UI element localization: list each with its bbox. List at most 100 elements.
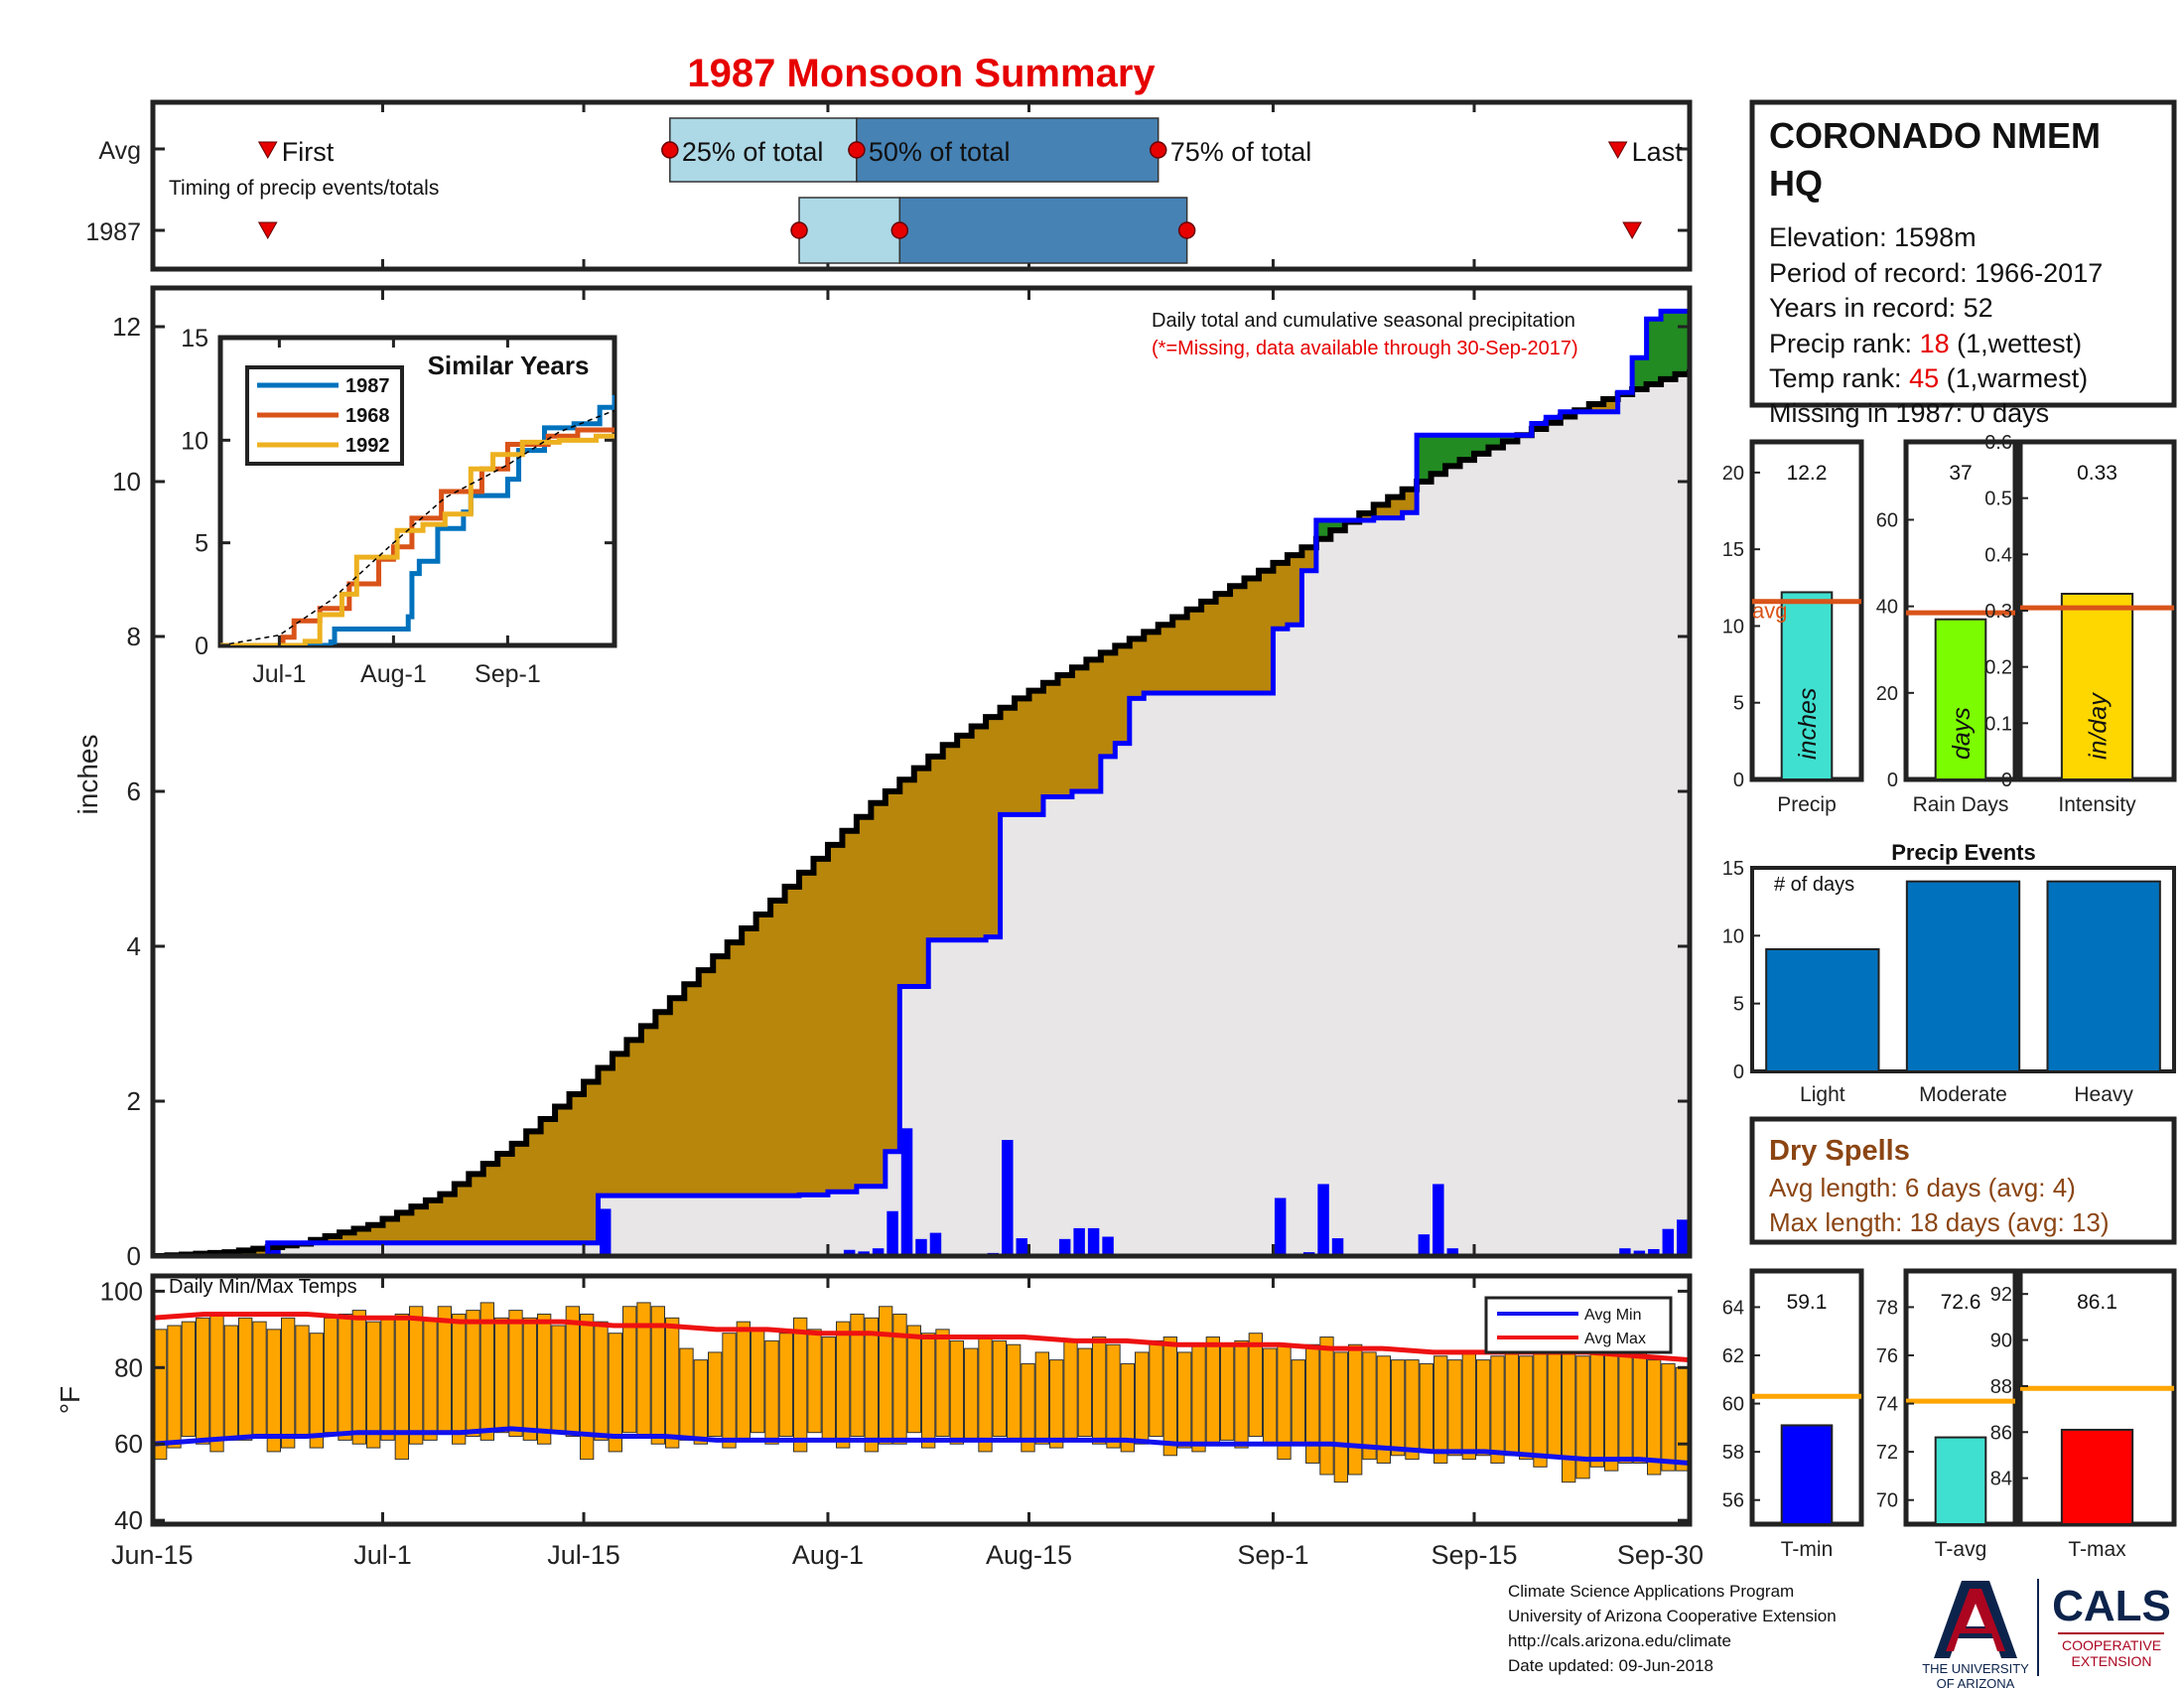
temp-range-bar <box>522 1317 538 1441</box>
inset-title: Similar Years <box>428 351 590 380</box>
main-ytick-label: 12 <box>112 312 141 342</box>
timing-first-last-marker <box>1607 141 1628 160</box>
temp-range-bar <box>778 1333 794 1438</box>
temp-range-bar <box>693 1359 709 1445</box>
temp-range-bar <box>423 1317 438 1441</box>
stat-ytick-label: 88 <box>1990 1376 2012 1398</box>
main-ytick-label: 2 <box>127 1086 141 1116</box>
temp-range-bar <box>836 1321 851 1449</box>
temp-range-bar <box>1077 1347 1092 1438</box>
daily-precip-bar <box>1317 1184 1329 1256</box>
temp-ytick-label: 80 <box>114 1352 143 1382</box>
stat-ytick-label: 5 <box>1733 693 1744 715</box>
inset-ytick-label: 0 <box>195 633 208 660</box>
missing-days: Missing in 1987: 0 days <box>1769 398 2049 428</box>
temp-range-bar <box>380 1317 395 1441</box>
temp-range-bar <box>1177 1351 1192 1449</box>
daily-precip-bar <box>900 1128 913 1256</box>
temp-range-bar <box>1376 1355 1391 1464</box>
event-bar <box>2046 880 2161 1073</box>
station-info: CORONADO NMEM HQ Elevation: 1598m Period… <box>1749 99 2177 428</box>
footer-credits: Climate Science Applications Program Uni… <box>1508 1579 1837 1678</box>
temp-range-bar <box>1049 1359 1064 1449</box>
temp-range-bar <box>807 1329 822 1434</box>
daily-precip-bar <box>1633 1250 1646 1256</box>
temp-range-bar <box>266 1329 281 1453</box>
temp-range-bar <box>1447 1359 1462 1457</box>
temp-range-bar <box>452 1313 467 1445</box>
timing-percentile-dot <box>661 141 679 159</box>
temp-range-bar <box>722 1333 737 1449</box>
daily-precip-bar <box>1331 1238 1344 1256</box>
daily-precip-bar <box>887 1210 898 1256</box>
temp-range-bar <box>622 1306 637 1434</box>
daily-precip-bar <box>1677 1219 1689 1256</box>
temp-range-bar <box>309 1333 324 1449</box>
avg-min-line <box>153 1426 1690 1466</box>
inset-legend-label: 1968 <box>345 405 390 427</box>
cals-line1: COOPERATIVE <box>2062 1637 2161 1653</box>
temp-range-bar <box>1333 1351 1348 1483</box>
stat-ytick-label: 0.2 <box>1984 657 2012 679</box>
temp-range-bar <box>978 1336 993 1453</box>
ua-name-line1: THE UNIVERSITY <box>1922 1661 2029 1676</box>
temp-range-bar <box>580 1313 595 1461</box>
inset-legend-entries: 1987 1968 1992 <box>257 375 390 457</box>
temp-range-bar <box>223 1325 239 1441</box>
temp-range-bar <box>351 1310 366 1445</box>
stat-ytick-label: 84 <box>1990 1469 2012 1490</box>
daily-precip-bar <box>1433 1184 1444 1256</box>
temp-range-bar <box>1348 1343 1363 1476</box>
stat-ytick-label: 20 <box>1876 683 1898 705</box>
timing-percentile-dot <box>790 221 808 239</box>
temp-range-bar <box>864 1317 880 1453</box>
timing-caption: Timing of precip events/totals <box>169 177 439 200</box>
temp-range-bar <box>238 1317 253 1441</box>
stat-ytick-label: 70 <box>1876 1490 1898 1512</box>
daily-precip-bar <box>1073 1227 1085 1256</box>
x-tick-label: Aug-15 <box>986 1540 1072 1570</box>
stat-ytick-label: 90 <box>1990 1331 2012 1352</box>
timing-row-year: 1987 <box>85 218 141 246</box>
temp-summary-panels: 56 58 60 62 64 59.1 T-min 70 72 74 76 78 72.6 T-avg 84… <box>1722 1268 2177 1561</box>
temp-range-bar <box>1433 1355 1448 1464</box>
temp-range-bar <box>821 1336 837 1441</box>
temp-range-bar <box>209 1313 224 1453</box>
footer-link[interactable]: http://cals.arizona.edu/climate <box>1508 1631 1731 1650</box>
missing-note: (*=Missing, data available through 30-Se… <box>1152 338 1578 359</box>
timing-first-last-marker <box>1622 221 1642 240</box>
temp-range-bar <box>1205 1336 1220 1445</box>
stat-unit-label: inches <box>1794 688 1822 760</box>
temp-range-bar <box>181 1321 197 1438</box>
avg-max-line <box>153 1311 1690 1363</box>
dry-spells-avg: Avg length: 6 days (avg: 4) <box>1769 1173 2076 1202</box>
temp-range-bar <box>1120 1362 1135 1453</box>
stat-unit-label: days <box>1948 707 1976 760</box>
stat-ytick-label: 20 <box>1722 463 1744 485</box>
first-label: First <box>282 137 335 167</box>
temp-range-bar <box>1461 1351 1476 1461</box>
stat-value-label: 86.1 <box>2077 1291 2117 1314</box>
temp-range-bar <box>879 1306 893 1445</box>
x-tick-label: Jun-15 <box>111 1540 194 1570</box>
temp-range-bar <box>1191 1343 1206 1453</box>
daily-precip-bar <box>1662 1228 1675 1256</box>
pct75-label: 75% of total <box>1170 137 1312 167</box>
main-ytick-label: 4 <box>127 931 141 961</box>
temp-x-axis: Jun-15 Jul-1 Jul-15 Aug-1 Aug-15 Sep-1 Sep-15 S… <box>111 1276 1704 1570</box>
dry-spells-box: Dry Spells Avg length: 6 days (avg: 4) M… <box>1749 1116 2177 1245</box>
daily-precip-bar <box>1692 1250 1703 1256</box>
daily-precip-bar <box>1102 1236 1114 1256</box>
event-ytick-label: 0 <box>1733 1061 1744 1083</box>
stat-value-label: 0.33 <box>2077 462 2117 485</box>
temp-range-bar <box>295 1325 310 1438</box>
timing-first-last-marker <box>257 221 278 240</box>
x-tick-label: Aug-1 <box>792 1540 864 1570</box>
inset-lines <box>220 394 614 645</box>
temp-range-bar <box>1063 1339 1078 1441</box>
stats-panels: 0 5 10 15 20 12.2 inches Precip 0 20 40 60 37 days Rai… <box>1722 432 2177 816</box>
temp-range-bar <box>1604 1351 1619 1472</box>
stat-ytick-label: 92 <box>1990 1284 2012 1306</box>
temp-range-bar <box>1476 1359 1491 1457</box>
stat-value-label: 12.2 <box>1787 462 1828 485</box>
